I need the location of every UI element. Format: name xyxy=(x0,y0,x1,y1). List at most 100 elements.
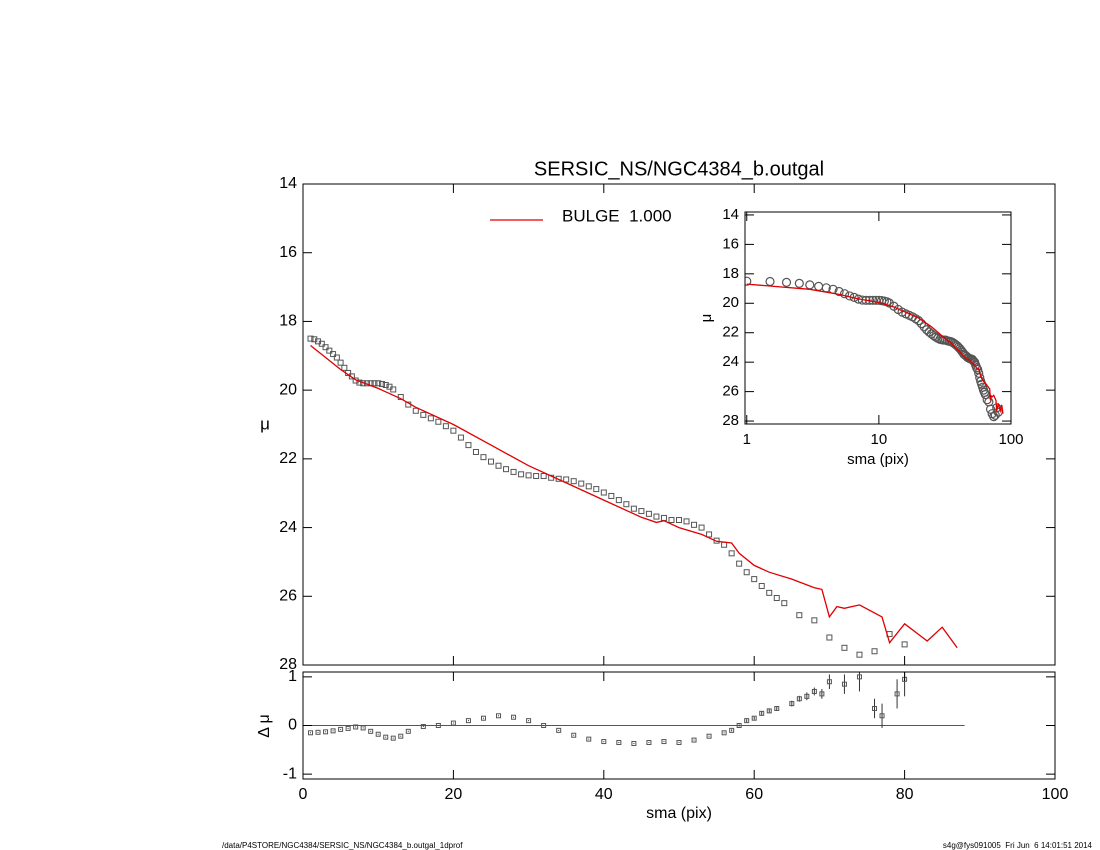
data-point xyxy=(691,521,698,528)
data-point xyxy=(661,739,667,745)
x-tick-label: 0 xyxy=(299,786,308,803)
data-point xyxy=(371,380,378,387)
legend-label: BULGE 1.000 xyxy=(562,206,672,225)
data-point xyxy=(593,486,600,493)
data-point xyxy=(307,335,314,342)
data-point xyxy=(608,492,615,499)
footer-left: /data/P4STORE/NGC4384/SERSIC_NS/NGC4384_… xyxy=(222,841,463,850)
data-point xyxy=(826,679,832,685)
data-point xyxy=(375,731,381,737)
data-point xyxy=(884,298,894,308)
y-tick-label: 1 xyxy=(288,668,297,685)
x-tick-label: 80 xyxy=(896,786,914,803)
data-point xyxy=(600,489,607,496)
data-point xyxy=(375,380,382,387)
y-tick-label: 24 xyxy=(279,519,297,536)
data-point xyxy=(744,718,750,724)
y-tick-label: 22 xyxy=(279,450,297,467)
plot-frame xyxy=(744,211,1012,425)
data-point xyxy=(330,351,337,358)
data-point xyxy=(736,723,742,728)
data-point xyxy=(743,569,750,576)
data-point xyxy=(323,729,329,735)
data-point xyxy=(480,715,486,721)
data-point xyxy=(511,714,517,720)
data-point xyxy=(706,531,713,538)
data-point xyxy=(638,508,645,515)
x-tick-label: 10 xyxy=(871,431,888,448)
data-point xyxy=(510,468,517,475)
data-point xyxy=(796,612,803,619)
data-point xyxy=(856,674,862,680)
x-tick-label: 100 xyxy=(1042,786,1069,803)
data-point xyxy=(586,736,592,742)
inset-background xyxy=(745,212,1011,424)
data-point xyxy=(556,727,562,733)
data-point xyxy=(578,480,585,487)
y-tick-label: 26 xyxy=(279,588,297,605)
y-tick-label: 16 xyxy=(279,244,297,261)
data-point xyxy=(450,427,457,434)
data-point xyxy=(540,473,547,480)
data-point xyxy=(383,734,389,740)
y-tick-label: 28 xyxy=(279,656,297,673)
footer-right: s4g@fys091005 Fri Jun 6 14:01:51 2014 xyxy=(943,841,1093,850)
plot-area xyxy=(303,672,965,746)
data-point xyxy=(811,617,818,624)
data-point xyxy=(337,359,344,366)
data-point xyxy=(601,739,607,745)
data-point xyxy=(729,727,735,733)
data-point xyxy=(465,442,472,449)
data-point xyxy=(390,386,397,393)
data-point xyxy=(751,715,757,721)
x-tick-label: 100 xyxy=(998,431,1023,448)
y-axis-label: μ xyxy=(698,314,715,323)
data-point xyxy=(706,733,712,739)
data-point xyxy=(341,364,348,371)
data-point xyxy=(378,380,385,387)
data-point xyxy=(794,278,804,289)
y-tick-label: 24 xyxy=(722,353,739,370)
data-point xyxy=(758,582,765,589)
data-point xyxy=(623,501,630,508)
y-tick-label: -1 xyxy=(283,765,297,782)
data-point xyxy=(333,354,340,361)
data-point xyxy=(668,517,675,524)
y-tick-label: 16 xyxy=(722,235,739,252)
data-point xyxy=(645,510,652,517)
data-point xyxy=(326,347,333,354)
data-point xyxy=(698,524,705,531)
x-tick-label: 1 xyxy=(743,431,751,448)
data-point xyxy=(721,730,727,736)
data-point xyxy=(338,726,344,732)
y-tick-label: 14 xyxy=(722,206,739,223)
y-tick-label: 22 xyxy=(722,324,739,341)
data-point xyxy=(834,286,844,297)
y-tick-label: 14 xyxy=(279,175,297,192)
data-point xyxy=(450,720,456,726)
data-point xyxy=(985,404,996,414)
data-point xyxy=(616,740,622,746)
x-tick-label: 60 xyxy=(745,786,763,803)
model-line xyxy=(746,283,1004,414)
y-tick-label: 18 xyxy=(279,313,297,330)
data-point xyxy=(360,725,366,731)
data-point xyxy=(766,708,772,714)
y-tick-label: 18 xyxy=(722,265,739,282)
x-tick-label: 20 xyxy=(445,786,463,803)
data-point xyxy=(691,737,697,743)
data-point xyxy=(420,411,427,418)
data-point xyxy=(525,472,532,479)
y-axis-label: Δ μ xyxy=(256,714,273,737)
data-point xyxy=(631,740,637,746)
data-point xyxy=(660,514,667,521)
data-point xyxy=(879,713,885,719)
data-point xyxy=(315,729,321,735)
data-point xyxy=(759,710,765,716)
data-point xyxy=(563,476,570,483)
y-tick-label: 20 xyxy=(722,294,739,311)
data-point xyxy=(318,340,325,347)
data-point xyxy=(348,373,355,380)
data-point xyxy=(420,723,426,729)
data-point xyxy=(894,691,900,697)
